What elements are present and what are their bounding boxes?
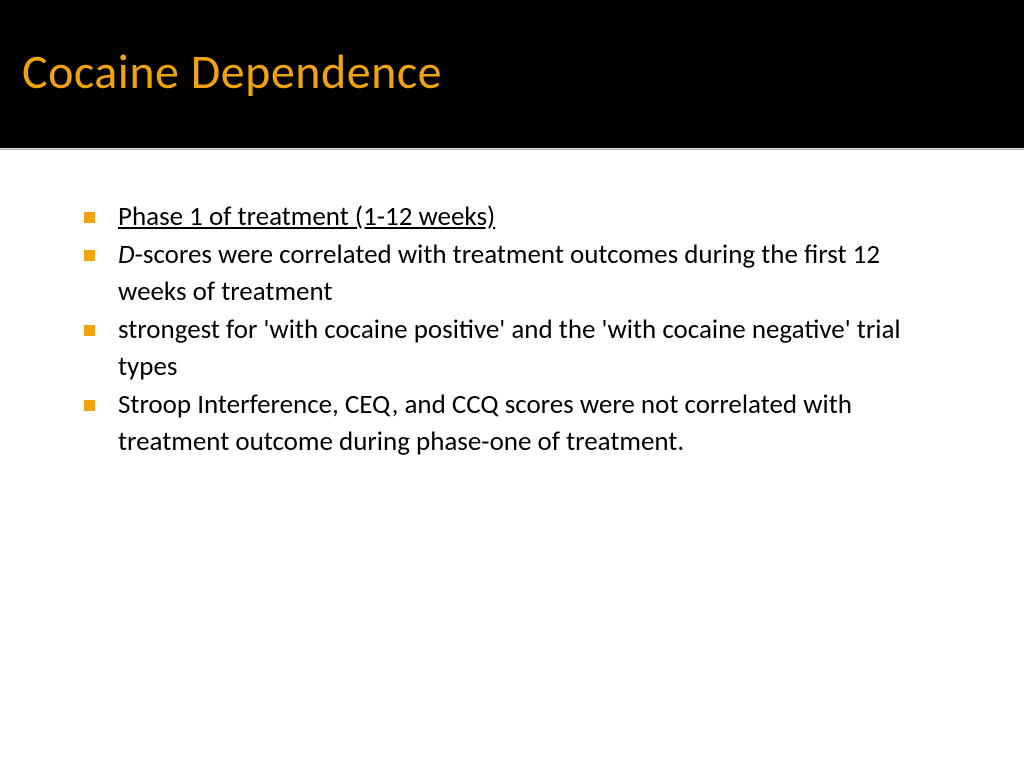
bullet-text: strongest for 'with cocaine positive' an… — [118, 313, 901, 382]
bullet-item: Phase 1 of treatment (1-12 weeks) — [70, 199, 954, 235]
slide-body: Phase 1 of treatment (1-12 weeks) D-score… — [0, 151, 1024, 460]
bullet-item: strongest for 'with cocaine positive' an… — [70, 312, 954, 385]
bullet-text: Stroop Interference, CEQ, and CCQ scores… — [118, 388, 852, 457]
bullet-text: D-scores were correlated with treatment … — [118, 238, 880, 307]
bullet-list: Phase 1 of treatment (1-12 weeks) D-score… — [70, 199, 954, 460]
bullet-text: Phase 1 of treatment (1-12 weeks) — [118, 200, 495, 233]
square-bullet-icon — [84, 212, 95, 223]
bullet-item: D-scores were correlated with treatment … — [70, 237, 954, 310]
slide-header: Cocaine Dependence — [0, 0, 1024, 148]
bullet-item: Stroop Interference, CEQ, and CCQ scores… — [70, 387, 954, 460]
square-bullet-icon — [84, 250, 95, 261]
slide-title: Cocaine Dependence — [22, 42, 1002, 101]
square-bullet-icon — [84, 325, 95, 336]
square-bullet-icon — [84, 400, 95, 411]
